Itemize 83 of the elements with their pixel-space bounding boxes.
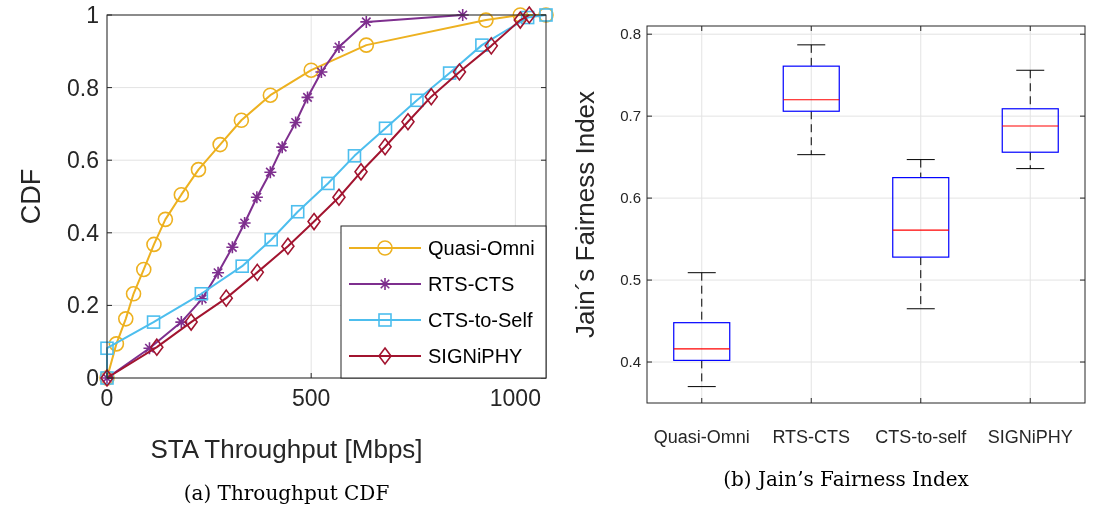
point xyxy=(250,190,264,205)
point xyxy=(125,285,142,302)
point xyxy=(235,259,249,273)
point xyxy=(358,37,375,53)
point xyxy=(484,37,499,55)
x-tick-label: Quasi-Omni xyxy=(653,427,750,447)
y-tick-label: 0.7 xyxy=(620,107,641,125)
point xyxy=(212,136,228,153)
point xyxy=(314,65,329,79)
y-tick-label: 0.2 xyxy=(67,292,99,319)
point xyxy=(219,289,234,307)
point xyxy=(442,66,457,80)
point xyxy=(100,341,114,356)
y-tick-label: 1 xyxy=(86,2,99,29)
point xyxy=(150,338,164,356)
point xyxy=(211,265,225,280)
point xyxy=(288,115,303,130)
point xyxy=(475,38,489,52)
point xyxy=(157,211,174,228)
point xyxy=(332,188,346,207)
point xyxy=(300,90,315,105)
x-tick-label: SIGNiPHY xyxy=(987,427,1073,447)
x-tick-label: RTS-CTS xyxy=(772,427,851,447)
point xyxy=(359,15,374,29)
point xyxy=(146,236,162,253)
point xyxy=(303,62,319,78)
legend-label: Quasi-Omni xyxy=(428,237,535,259)
point xyxy=(520,10,535,25)
point xyxy=(455,8,470,22)
point xyxy=(275,140,289,154)
point xyxy=(410,93,424,108)
text: (b) Jain’s Fairness Index xyxy=(723,467,970,491)
point xyxy=(321,176,335,191)
point xyxy=(307,212,321,231)
y-tick-label: 0.6 xyxy=(620,189,641,207)
point xyxy=(194,286,209,301)
point xyxy=(135,261,152,278)
point xyxy=(174,315,189,329)
point xyxy=(142,341,157,356)
point xyxy=(263,165,278,179)
point xyxy=(347,149,362,163)
y-tick-label: 0.4 xyxy=(620,353,641,371)
point xyxy=(513,11,528,29)
point xyxy=(354,163,368,181)
y-axis-title: Jain´s Fairness Index xyxy=(570,90,600,339)
point xyxy=(225,240,240,255)
point xyxy=(424,87,439,106)
text: (a) Throughput CDF xyxy=(183,481,390,505)
point xyxy=(233,112,250,129)
point xyxy=(108,336,125,352)
point xyxy=(378,137,392,156)
point xyxy=(237,216,252,230)
x-axis-title: STA Throughput [Mbps] xyxy=(150,434,423,464)
point xyxy=(184,313,198,331)
x-tick-label: 1000 xyxy=(489,385,541,411)
y-tick-label: 0.8 xyxy=(620,25,641,43)
point xyxy=(190,161,207,178)
point xyxy=(173,186,190,203)
point xyxy=(332,40,346,54)
y-axis-title: CDF xyxy=(16,168,46,225)
x-tick-label: CTS-to-self xyxy=(875,427,968,447)
point xyxy=(522,6,537,24)
point xyxy=(146,315,161,329)
x-tick-label: 500 xyxy=(292,385,331,411)
point xyxy=(378,121,393,136)
point xyxy=(250,263,265,282)
point xyxy=(264,232,278,247)
point xyxy=(262,87,279,104)
point xyxy=(281,237,295,256)
y-tick-label: 0.4 xyxy=(67,219,100,246)
y-tick-label: 0 xyxy=(86,365,99,392)
legend-label: RTS-CTS xyxy=(428,273,515,295)
y-tick-label: 0.6 xyxy=(67,147,99,174)
point xyxy=(452,63,467,81)
y-tick-label: 0.8 xyxy=(67,74,99,101)
point xyxy=(290,204,305,219)
point xyxy=(478,12,494,28)
legend-label: CTS-to-Self xyxy=(428,309,533,331)
y-tick-label: 0.5 xyxy=(620,271,641,289)
point xyxy=(401,112,415,131)
legend-label: SIGNiPHY xyxy=(428,345,523,367)
point xyxy=(117,311,134,327)
point xyxy=(195,292,209,306)
